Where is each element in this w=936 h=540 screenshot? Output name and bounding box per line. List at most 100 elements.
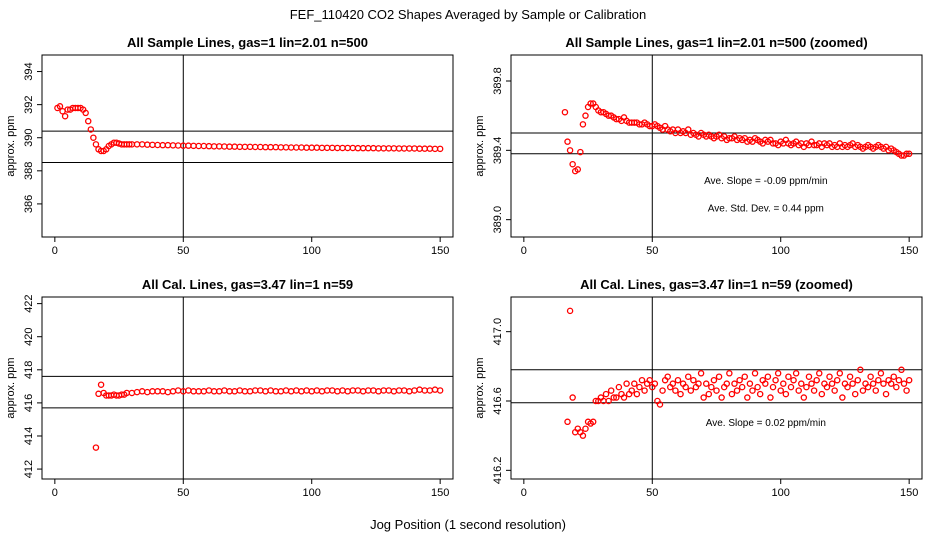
data-point [359,388,367,395]
data-point [613,394,620,401]
data-point [610,394,618,401]
data-point [849,380,856,387]
data-point [726,370,733,377]
data-point [828,380,836,387]
data-point [257,143,264,151]
data-point [777,387,784,394]
data-point [251,143,259,151]
data-point [190,142,197,150]
data-point [715,373,723,380]
y-axis-label: approx. ppm [474,357,486,418]
panel-title: All Cal. Lines, gas=3.47 lin=1 n=59 (zoo… [580,277,853,292]
x-tick-label: 150 [431,245,449,257]
y-tick-label: 416.6 [492,387,504,415]
data-point [323,144,331,152]
data-point [736,376,743,384]
data-point [262,143,269,151]
data-point [592,397,600,405]
data-point [875,376,882,384]
data-point [95,390,102,398]
y-tick-label: 389.8 [492,67,504,95]
data-point [344,144,351,152]
data-point [308,388,315,395]
data-point [210,143,218,150]
data-point [313,387,321,394]
data-point [195,142,202,150]
data-point [659,387,666,394]
data-point [426,145,434,152]
data-point [607,387,615,394]
data-point [823,383,831,391]
data-point [92,141,100,148]
data-point [690,376,697,384]
data-point [210,388,218,395]
data-point [733,387,741,394]
data-point [728,390,736,398]
data-point [782,390,790,398]
data-point [890,373,897,380]
y-tick-label: 389.0 [492,206,504,234]
data-point [298,144,305,151]
x-tick-label: 50 [177,245,189,257]
panel-title: All Sample Lines, gas=1 lin=2.01 n=500 [127,35,368,50]
data-point [641,387,648,394]
data-point [810,387,818,394]
data-point [816,370,823,377]
data-point [277,388,285,395]
figure-xlabel: Jog Position (1 second resolution) [370,517,566,532]
data-point [200,388,208,395]
data-point [431,386,439,393]
data-point [90,134,97,141]
data-point [169,142,177,149]
x-tick-label: 50 [177,487,189,499]
data-point [903,387,910,394]
data-point [682,383,689,391]
data-point [205,387,213,394]
data-point [241,388,249,395]
data-point [631,380,638,387]
data-point [364,387,372,394]
data-point [272,388,280,395]
data-point [623,380,630,387]
data-point [226,388,233,395]
data-point [87,126,95,133]
annotation-text: Ave. Slope = 0.02 ppm/min [706,418,826,429]
data-point [751,370,759,377]
x-tick-label: 100 [772,487,790,499]
data-point [185,142,192,149]
data-point [589,418,597,426]
data-point [664,373,671,380]
y-tick-label: 417.0 [492,318,504,346]
data-point [900,380,908,387]
data-point [416,145,423,152]
data-point [385,145,393,152]
data-point [846,373,854,380]
data-point [246,143,254,151]
data-point [697,370,705,377]
data-point [651,380,659,387]
data-point [431,145,439,153]
data-point [56,103,64,110]
data-point [97,381,105,388]
x-tick-label: 50 [646,487,658,499]
data-point [800,394,808,401]
plot-frame [41,54,454,238]
data-point [236,387,244,394]
data-point [767,394,774,401]
x-tick-label: 0 [521,487,527,499]
data-point [792,370,800,377]
data-point [128,389,136,397]
data-point [561,108,569,116]
data-point [380,145,387,152]
data-point [677,390,684,398]
data-point [859,387,867,394]
data-point [833,376,841,384]
data-point [149,141,156,149]
data-point [426,387,434,394]
x-tick-label: 0 [52,245,58,257]
data-point [851,390,859,398]
plot-frame [41,296,454,480]
data-point [262,388,269,395]
y-tick-label: 394 [23,62,35,80]
data-point [364,144,372,152]
